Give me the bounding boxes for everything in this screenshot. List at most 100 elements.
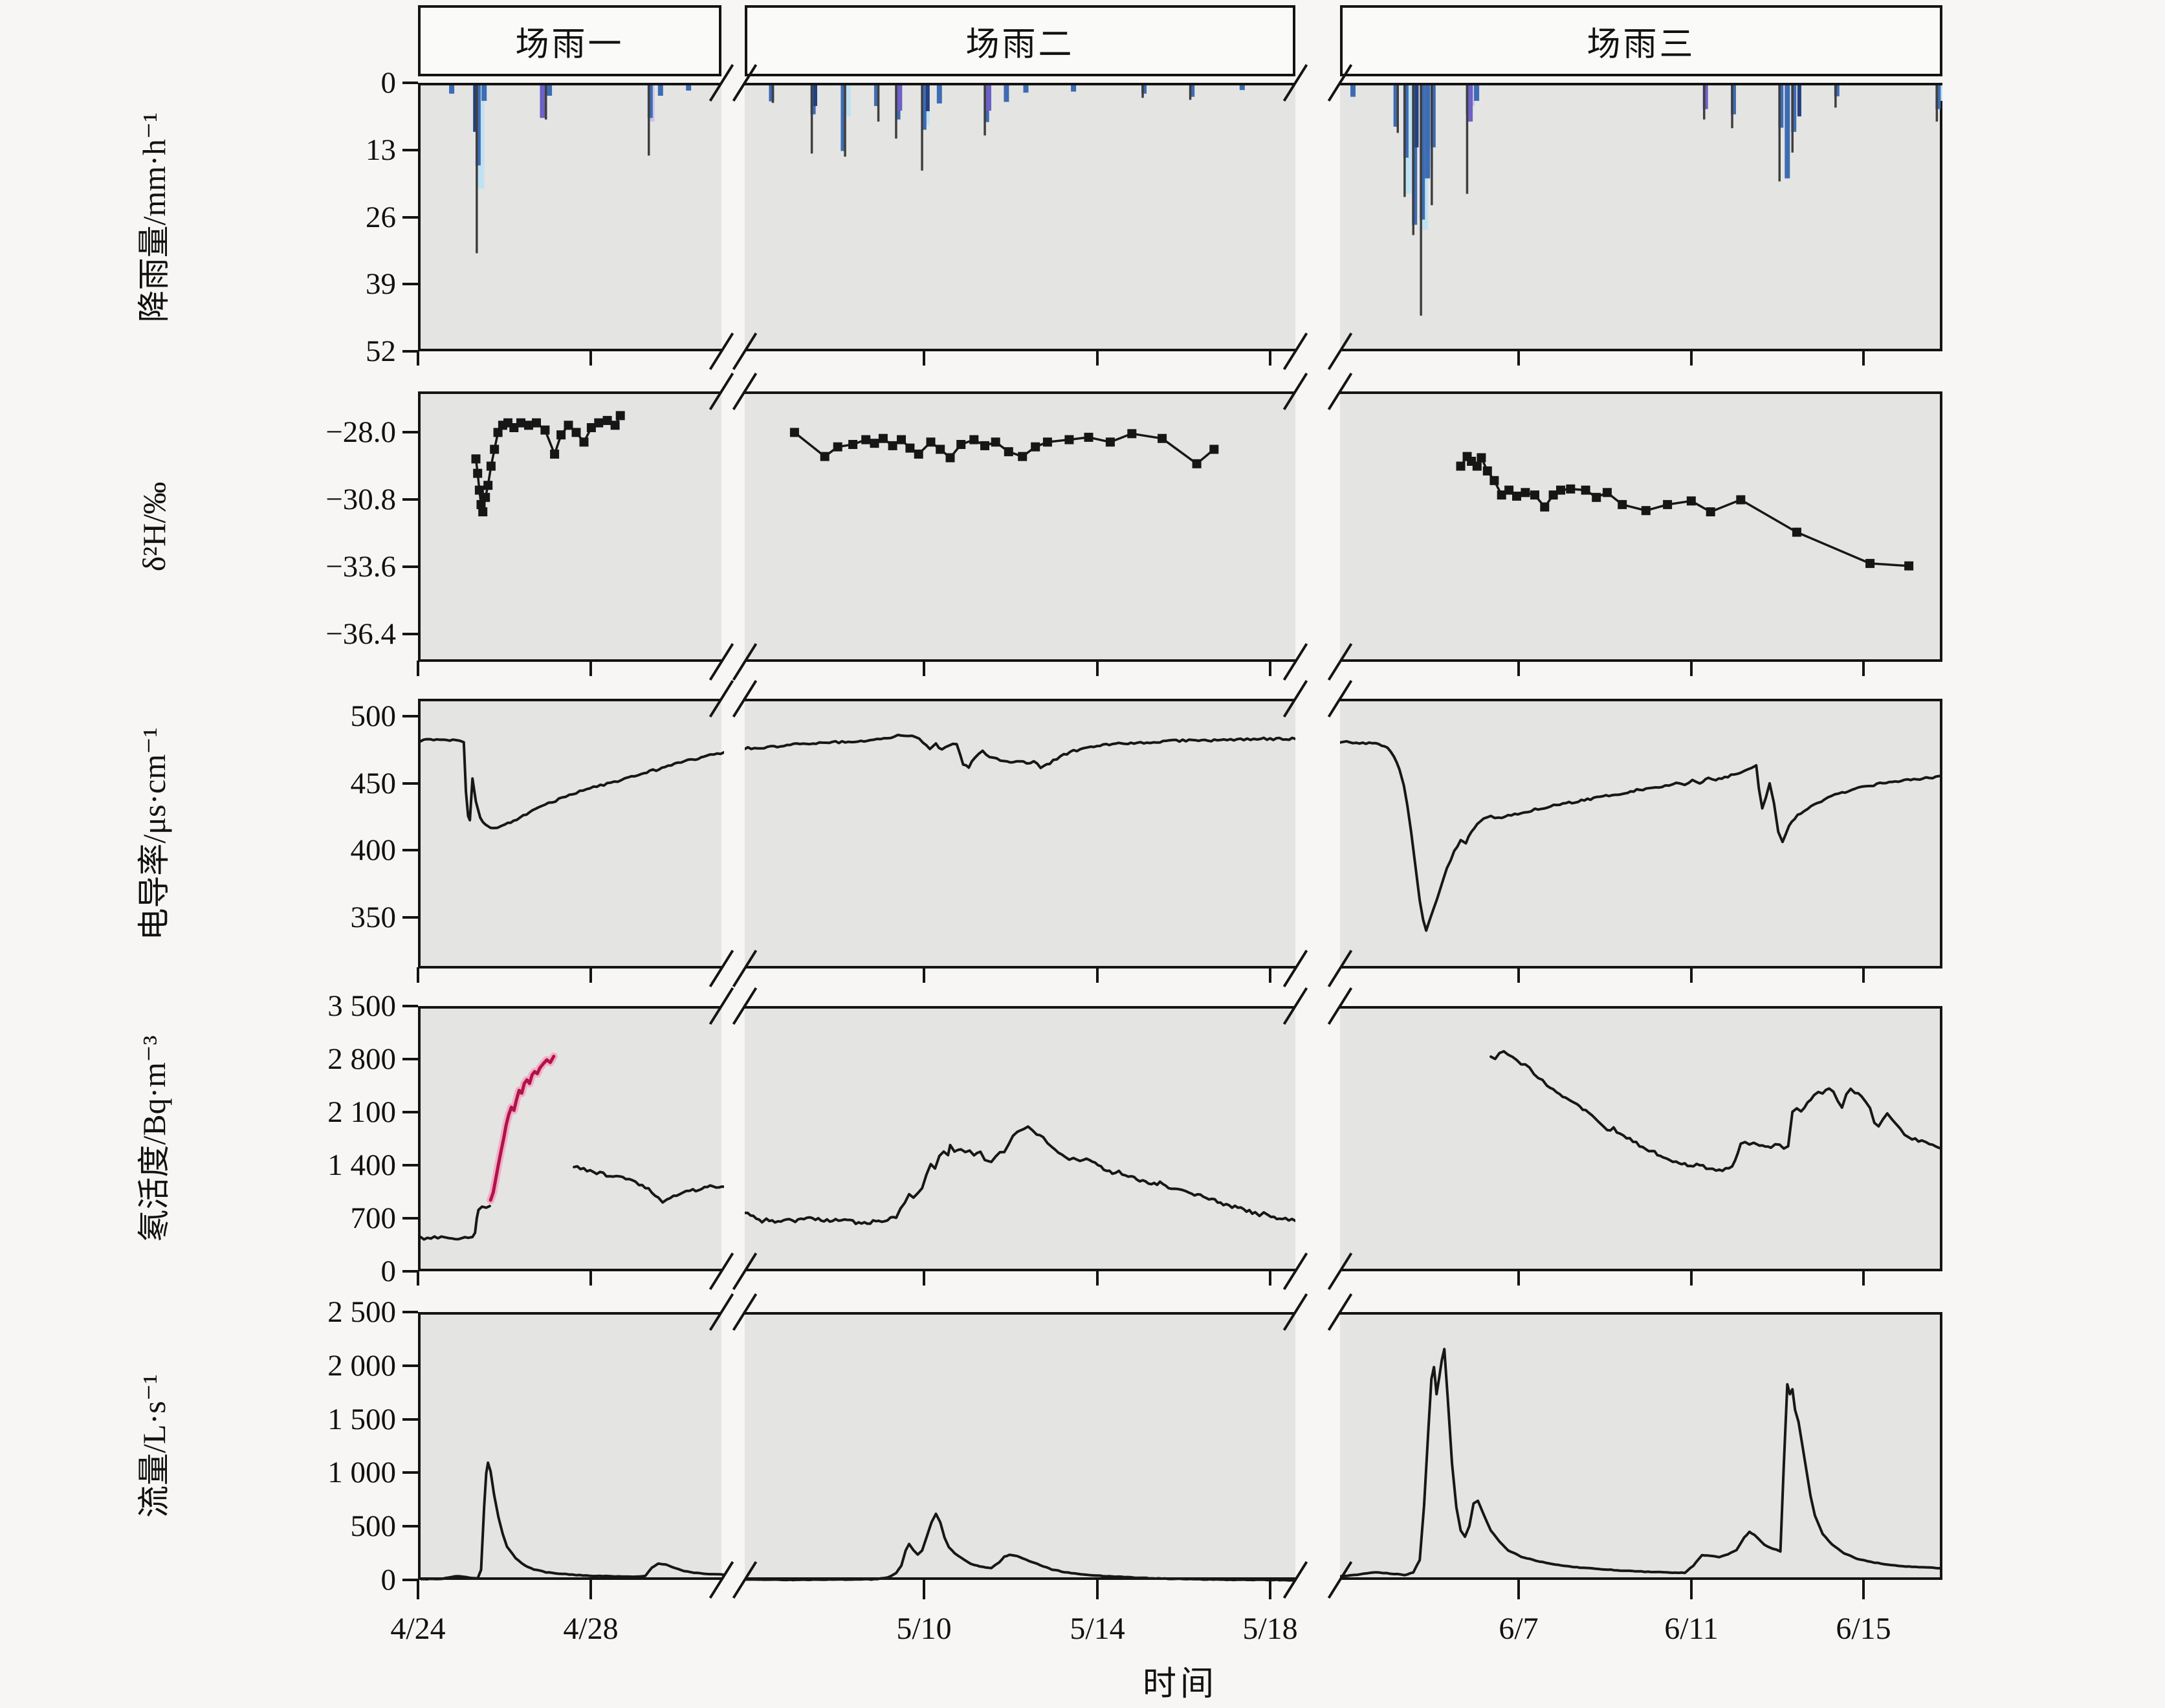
series-path	[745, 734, 1295, 769]
panel-0-segment-2	[1340, 83, 1942, 351]
rain-bar	[657, 85, 663, 96]
data-point-marker	[1706, 507, 1715, 517]
x-tick-mark	[1690, 350, 1693, 366]
data-point-marker	[483, 481, 493, 490]
rain-bar	[1414, 85, 1419, 148]
y-axis-title-flow: 流量/L·s⁻¹	[136, 1374, 172, 1518]
data-point-marker	[564, 421, 573, 430]
data-point-marker	[509, 423, 519, 432]
data-point-marker	[1084, 432, 1093, 442]
x-tick-mark	[923, 1579, 925, 1599]
y-tick-mark	[402, 1418, 418, 1421]
x-tick-mark	[589, 661, 592, 676]
x-tick-mark	[1690, 1579, 1693, 1599]
panel-2-segment-1	[745, 699, 1295, 969]
x-tick-mark	[1517, 350, 1520, 366]
rain-bar	[449, 85, 455, 94]
rain-bar	[547, 85, 553, 96]
y-tick-mark	[402, 633, 418, 635]
panel-3-segment-1	[745, 1006, 1295, 1271]
y-tick-mark	[402, 431, 418, 433]
data-point-marker	[1512, 491, 1521, 501]
data-point-marker	[602, 415, 612, 425]
rain-bar	[1393, 85, 1399, 127]
data-point-marker	[478, 507, 488, 517]
data-point-marker	[490, 444, 500, 454]
panel-0-seg-0-canvas	[449, 85, 692, 254]
rain-bar	[476, 85, 478, 254]
rain-bar	[1467, 85, 1473, 122]
data-point-marker	[980, 441, 989, 450]
rain-bar	[874, 85, 879, 106]
data-point-marker	[516, 418, 525, 428]
rain-bar	[686, 85, 692, 91]
x-tick-mark	[1269, 967, 1271, 983]
x-tick-label: 5/10	[896, 1612, 952, 1646]
data-point-marker	[1064, 435, 1074, 444]
rain-bar	[844, 85, 846, 157]
x-tick-mark	[589, 350, 592, 366]
y-tick-label: 0	[380, 1254, 397, 1288]
y-tick-mark	[402, 149, 418, 151]
data-point-marker	[1497, 490, 1506, 500]
rain-bar	[1778, 85, 1784, 128]
y-tick-label: 2 800	[327, 1042, 396, 1076]
rain-bar	[1430, 85, 1436, 148]
y-tick-label: 400	[350, 833, 397, 867]
y-tick-label: 2 500	[327, 1295, 396, 1329]
data-point-marker	[493, 428, 503, 437]
rain-bar	[1023, 85, 1029, 93]
x-tick-mark	[1269, 661, 1271, 676]
y-tick-mark	[402, 1364, 418, 1367]
x-tick-mark	[1690, 967, 1693, 983]
data-point-marker	[1477, 453, 1486, 463]
rain-bar	[1004, 85, 1009, 102]
rain-bar	[921, 85, 927, 130]
series-path	[573, 1165, 724, 1204]
panel-3-segment-0	[418, 1006, 724, 1271]
data-point-marker	[486, 461, 496, 471]
data-point-marker	[1504, 485, 1514, 495]
x-tick-mark	[589, 1579, 592, 1599]
data-point-marker	[1602, 488, 1612, 498]
rain-bar	[1071, 85, 1077, 92]
rain-bar	[986, 85, 991, 111]
rain-bar	[1797, 85, 1801, 116]
y-tick-label: 700	[350, 1201, 397, 1235]
panel-1-seg-1-canvas	[789, 428, 1219, 468]
series-path	[421, 1205, 491, 1241]
x-tick-mark	[417, 967, 419, 983]
x-tick-mark	[417, 350, 419, 366]
data-point-marker	[1865, 558, 1875, 568]
y-tick-label: −36.4	[325, 617, 396, 651]
data-point-marker	[610, 421, 620, 430]
panel-4-segment-0	[418, 1312, 724, 1581]
x-tick-mark	[1862, 350, 1865, 366]
y-tick-label: 1 400	[327, 1148, 396, 1182]
x-tick-mark	[417, 661, 419, 676]
x-tick-label: 5/18	[1242, 1612, 1298, 1646]
data-point-marker	[1592, 492, 1601, 502]
rain-bar	[1239, 85, 1245, 91]
panel-4-seg-1-canvas	[745, 1512, 1295, 1582]
rain-bar	[481, 85, 487, 101]
y-tick-mark	[402, 1111, 418, 1113]
panel-3-seg-1-canvas	[745, 1125, 1295, 1225]
data-point-marker	[579, 437, 589, 447]
data-point-marker	[1548, 490, 1558, 500]
data-point-marker	[586, 423, 596, 432]
data-point-marker	[473, 468, 483, 478]
x-tick-mark	[1269, 1270, 1271, 1286]
series-path	[421, 738, 724, 829]
series-path	[1340, 739, 1942, 932]
x-tick-mark	[1517, 661, 1520, 676]
rain-bar	[1731, 85, 1733, 129]
rain-bar	[1834, 85, 1840, 96]
rain-bar	[813, 85, 817, 106]
rain-bar	[1425, 85, 1431, 179]
y-tick-label: 1 000	[327, 1456, 396, 1489]
rain-event-header-1: 场雨一	[418, 5, 721, 76]
data-point-marker	[1792, 527, 1801, 537]
y-tick-label: 2 100	[327, 1095, 396, 1129]
panel-1-segment-1	[745, 391, 1295, 662]
